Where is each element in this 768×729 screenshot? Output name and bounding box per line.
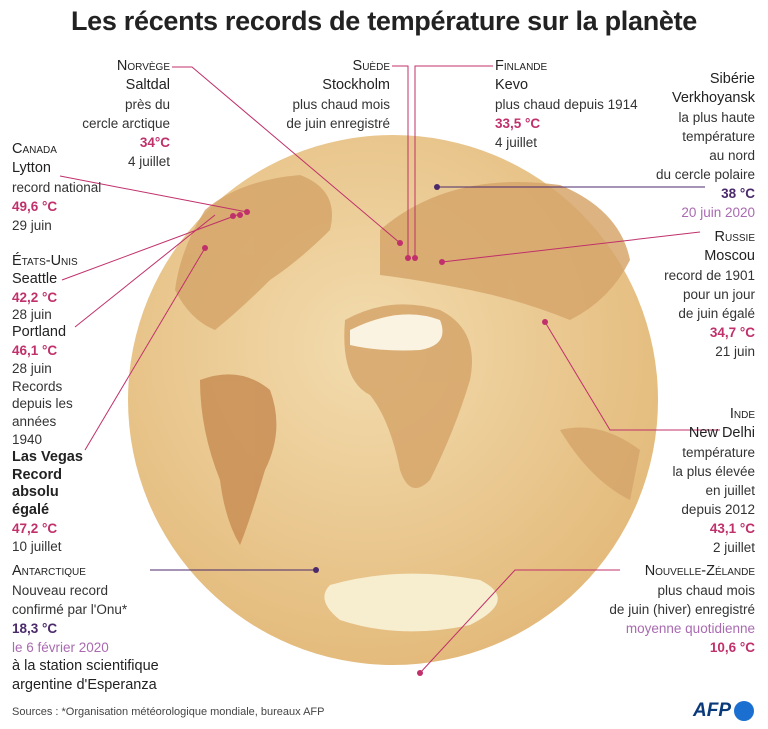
place: absolu xyxy=(12,484,59,501)
source: Sources : *Organisation météorologique m… xyxy=(12,706,325,718)
temperature: 49,6 °C xyxy=(12,199,58,214)
place: Stockholm xyxy=(322,77,390,93)
place: Verkhoyansk xyxy=(671,90,755,106)
sahara xyxy=(350,314,443,351)
temperature: 46,1 °C xyxy=(12,342,58,358)
date: le 6 février 2020 xyxy=(12,640,109,655)
note: de juin (hiver) enregistré xyxy=(609,602,755,617)
record-sweden: Suède Stockholm plus chaud mois de juin … xyxy=(286,57,390,133)
temperature: 33,5 °C xyxy=(495,116,541,131)
date: 21 juin xyxy=(715,344,755,359)
note: la plus haute xyxy=(678,110,755,125)
date: 20 juin 2020 xyxy=(681,205,755,220)
temperature: 34°C xyxy=(139,135,170,150)
country: Finlande xyxy=(495,58,548,74)
place: Saltdal xyxy=(125,77,170,93)
note: température xyxy=(682,445,755,460)
station: à la station scientifique xyxy=(12,658,159,674)
note: près du xyxy=(124,97,170,112)
date: 28 juin xyxy=(12,307,52,323)
note: Nouveau record xyxy=(12,583,109,598)
station: argentine d'Esperanza xyxy=(12,677,157,693)
leader-lines xyxy=(59,65,720,674)
temperature: 47,2 °C xyxy=(12,520,58,536)
place: Kevo xyxy=(495,77,529,93)
note: Records xyxy=(12,378,63,394)
note: du cercle polaire xyxy=(655,167,755,182)
record-new-zealand: Nouvelle-Zélande plus chaud mois de juin… xyxy=(609,562,755,657)
date: 10 juillet xyxy=(12,538,62,554)
country: Russie xyxy=(714,229,755,245)
logo-dot xyxy=(734,701,754,721)
temperature: 43,1 °C xyxy=(709,521,755,536)
record-norway: Norvège Saltdal près du cercle arctique … xyxy=(82,57,170,171)
record-finland: Finlande Kevo plus chaud depuis 1914 33,… xyxy=(495,57,638,152)
note: plus chaud depuis 1914 xyxy=(495,97,638,112)
antarctica xyxy=(324,573,498,632)
logo: AFP xyxy=(693,700,754,722)
place: Portland xyxy=(12,324,67,341)
title: Les récents records de température sur l… xyxy=(70,6,698,36)
country: États-Unis xyxy=(12,253,78,269)
date: 2 juillet xyxy=(712,540,755,555)
note: plus chaud mois xyxy=(657,583,755,598)
date: 4 juillet xyxy=(495,135,538,150)
place: New Delhi xyxy=(688,425,755,441)
markers xyxy=(202,209,548,676)
note: depuis les xyxy=(12,396,73,412)
country: Antarctique xyxy=(12,563,86,579)
logo-text: AFP xyxy=(693,700,731,721)
country: Suède xyxy=(352,58,390,74)
country: Canada xyxy=(12,141,57,157)
record-usa: États-Unis Seattle 42,2 °C 28 juin Portl… xyxy=(12,253,83,556)
record-antarctica: Antarctique Nouveau record confirmé par … xyxy=(12,562,159,695)
country: Norvège xyxy=(116,58,170,74)
note: plus chaud mois xyxy=(292,97,390,112)
record-russia: Russie Moscou record de 1901 pour un jou… xyxy=(664,228,755,361)
note: record national xyxy=(12,180,102,195)
place: Record xyxy=(12,466,62,483)
temperature: 10,6 °C xyxy=(709,640,755,655)
date: 4 juillet xyxy=(127,154,170,169)
note: en juillet xyxy=(705,483,755,498)
note: record de 1901 xyxy=(664,268,755,283)
record-canada: Canada Lytton record national 49,6 °C 29… xyxy=(12,140,101,235)
region: Sibérie xyxy=(709,71,755,87)
country: Nouvelle-Zélande xyxy=(644,563,755,579)
place: Moscou xyxy=(704,248,755,264)
markers-purple xyxy=(313,184,440,573)
note: pour un jour xyxy=(682,287,755,302)
note: années xyxy=(12,414,57,430)
record-siberia: Sibérie Verkhoyansk la plus haute tempér… xyxy=(656,70,755,222)
note: cercle arctique xyxy=(82,116,170,131)
temperature: 18,3 °C xyxy=(12,621,58,636)
country: Inde xyxy=(729,406,755,422)
note: de juin égalé xyxy=(678,306,755,321)
temperature: 38 °C xyxy=(721,186,755,201)
note: au nord xyxy=(709,148,755,163)
temperature: 42,2 °C xyxy=(12,289,58,305)
measure: moyenne quotidienne xyxy=(625,621,755,636)
place: Seattle xyxy=(12,270,58,287)
place: égalé xyxy=(12,502,50,519)
note: depuis 2012 xyxy=(681,502,755,517)
note: la plus élevée xyxy=(672,464,755,479)
temperature: 34,7 °C xyxy=(709,325,755,340)
leader-lines-purple xyxy=(150,186,705,571)
continents xyxy=(175,175,640,545)
place: Las Vegas xyxy=(12,448,83,465)
date: 29 juin xyxy=(12,218,52,233)
record-india: Inde New Delhi température la plus élevé… xyxy=(672,405,755,557)
note: confirmé par l'Onu* xyxy=(12,602,128,617)
date: 28 juin xyxy=(12,360,52,376)
place: Lytton xyxy=(12,160,51,176)
note: température xyxy=(682,129,755,144)
note: de juin enregistré xyxy=(286,116,390,131)
note: 1940 xyxy=(12,431,43,447)
